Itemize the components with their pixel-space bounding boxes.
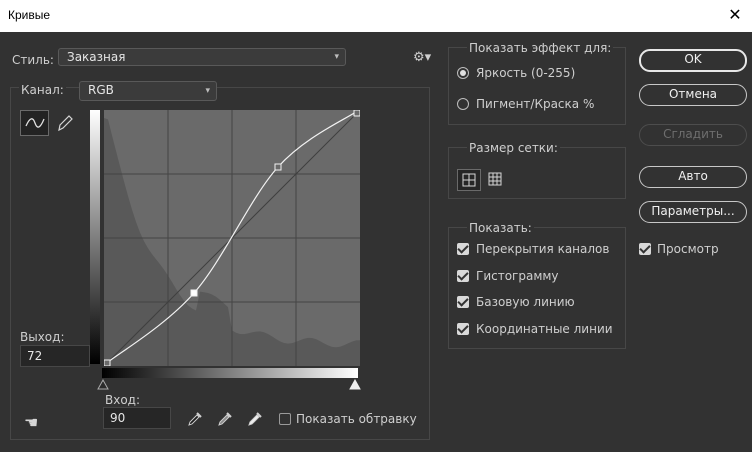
style-value: Заказная [67, 50, 126, 64]
pencil-icon [58, 115, 73, 132]
show-clipping-label: Показать обтравку [296, 412, 417, 426]
style-label: Стиль: [12, 53, 54, 67]
show-clipping-checkbox[interactable] [279, 413, 291, 425]
channel-overlays-label: Перекрытия каналов [476, 242, 610, 256]
baseline-checkbox[interactable] [457, 296, 469, 308]
brightness-radio[interactable] [457, 67, 469, 79]
curve-point[interactable] [274, 163, 282, 171]
curve-icon [25, 118, 45, 128]
pigment-radio[interactable] [457, 98, 469, 110]
black-eyedropper-icon[interactable] [186, 410, 204, 428]
show-amount-title: Показать эффект для: [467, 41, 614, 55]
channel-label: Канал: [19, 83, 66, 97]
show-title: Показать: [467, 221, 534, 235]
white-point-slider[interactable] [349, 379, 361, 391]
intersection-lines-label: Координатные линии [476, 322, 613, 336]
baseline-label: Базовую линию [476, 295, 575, 309]
curve-point-tool[interactable] [20, 110, 49, 136]
histogram-checkbox[interactable] [457, 270, 469, 282]
chevron-down-icon: ▾ [334, 52, 339, 62]
curve-points[interactable] [104, 110, 360, 366]
cancel-button[interactable]: Отмена [639, 84, 747, 106]
input-label: Вход: [105, 393, 141, 407]
curve-point[interactable] [104, 359, 111, 366]
input-gradient [102, 368, 358, 378]
histogram-label: Гистограмму [476, 269, 559, 283]
output-label: Выход: [20, 330, 65, 344]
grid-10x10-icon [488, 172, 502, 186]
options-button[interactable]: Параметры... [639, 201, 747, 223]
curve-point[interactable] [190, 289, 198, 297]
white-eyedropper-icon[interactable] [246, 410, 264, 428]
preview-label: Просмотр [657, 242, 719, 256]
close-icon[interactable]: ✕ [728, 5, 742, 24]
auto-button[interactable]: Авто [639, 166, 747, 188]
dialog-body: Стиль: Заказная ▾ ⚙▾ Канал: RGB ▾ Выход:… [0, 32, 752, 452]
ok-button[interactable]: OK [639, 49, 747, 72]
hand-target-adjust-icon[interactable]: ☚ [24, 413, 39, 432]
pencil-tool[interactable] [54, 112, 76, 134]
gear-icon[interactable]: ⚙▾ [413, 50, 432, 65]
grid-detailed-button[interactable] [484, 169, 508, 191]
curves-graph[interactable] [104, 110, 360, 366]
curve-panel [10, 87, 430, 440]
channel-overlays-checkbox[interactable] [457, 243, 469, 255]
channel-select[interactable]: RGB ▾ [79, 81, 217, 101]
preview-checkbox[interactable] [639, 243, 651, 255]
output-field[interactable]: 72 [20, 345, 90, 367]
pigment-label: Пигмент/Краска % [476, 97, 595, 111]
brightness-label: Яркость (0-255) [476, 66, 576, 80]
gray-eyedropper-icon[interactable] [216, 410, 234, 428]
black-point-slider[interactable] [97, 379, 109, 391]
curve-point[interactable] [353, 110, 360, 117]
smooth-button[interactable]: Сгладить [639, 124, 747, 146]
grid-4x4-icon [462, 173, 476, 187]
curve-line[interactable] [104, 110, 360, 366]
output-gradient [90, 110, 100, 364]
title-bar: Кривые ✕ [0, 0, 752, 32]
channel-value: RGB [88, 83, 114, 97]
input-field[interactable]: 90 [103, 407, 171, 429]
grid-size-title: Размер сетки: [467, 141, 560, 155]
baseline [104, 110, 360, 366]
window-title: Кривые [8, 8, 51, 22]
intersection-lines-checkbox[interactable] [457, 323, 469, 335]
style-select[interactable]: Заказная ▾ [58, 48, 346, 66]
grid-simple-button[interactable] [457, 169, 481, 191]
show-amount-group [448, 47, 626, 125]
show-group [448, 227, 626, 349]
chevron-down-icon: ▾ [205, 86, 210, 96]
grid-lines [104, 110, 360, 366]
